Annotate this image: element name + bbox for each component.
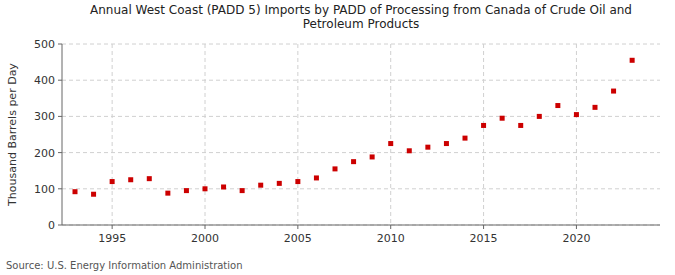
- point: [314, 175, 319, 180]
- y-tick-label: 300: [34, 110, 55, 123]
- point: [518, 123, 523, 128]
- point: [444, 141, 449, 146]
- x-tick: [576, 225, 577, 229]
- y-grid-line: [62, 188, 660, 189]
- point: [407, 148, 412, 153]
- x-grid-line: [483, 44, 484, 225]
- x-tick: [297, 225, 298, 229]
- point: [370, 154, 375, 159]
- point: [574, 112, 579, 117]
- point: [277, 181, 282, 186]
- y-tick: [58, 188, 62, 189]
- x-tick-label: 1995: [98, 232, 126, 245]
- title-line: Petroleum Products: [303, 17, 420, 31]
- point: [110, 179, 115, 184]
- point: [351, 159, 356, 164]
- y-grid-line: [62, 152, 660, 153]
- y-grid-line: [62, 116, 660, 117]
- y-tick: [58, 116, 62, 117]
- y-tick-label: 400: [34, 74, 55, 87]
- source-note: Source: U.S. Energy Information Administ…: [6, 260, 243, 271]
- point: [611, 89, 616, 94]
- point: [258, 183, 263, 188]
- x-tick-label: 2005: [284, 232, 312, 245]
- y-axis-line: [62, 44, 63, 225]
- point: [537, 114, 542, 119]
- title-line: Annual West Coast (PADD 5) Imports by PA…: [90, 3, 632, 17]
- point: [128, 177, 133, 182]
- x-tick: [205, 225, 206, 229]
- x-tick: [112, 225, 113, 229]
- x-grid-line: [205, 44, 206, 225]
- x-grid-line: [576, 44, 577, 225]
- point: [221, 184, 226, 189]
- chart: Annual West Coast (PADD 5) Imports by PA…: [0, 0, 675, 275]
- x-tick-label: 2000: [191, 232, 219, 245]
- point: [463, 136, 468, 141]
- x-grid-line: [297, 44, 298, 225]
- point: [165, 191, 170, 196]
- y-tick-label: 100: [34, 183, 55, 196]
- x-tick: [390, 225, 391, 229]
- point: [295, 179, 300, 184]
- y-tick-label: 200: [34, 147, 55, 160]
- point: [147, 176, 152, 181]
- y-grid-line: [62, 225, 660, 226]
- point: [184, 188, 189, 193]
- y-tick: [58, 44, 62, 45]
- x-grid-line: [112, 44, 113, 225]
- chart-container: Annual West Coast (PADD 5) Imports by PA…: [0, 0, 675, 275]
- point: [425, 145, 430, 150]
- point: [203, 186, 208, 191]
- grid: [62, 44, 660, 225]
- point: [481, 123, 486, 128]
- x-tick-label: 2020: [562, 232, 590, 245]
- point: [73, 189, 78, 194]
- point: [593, 105, 598, 110]
- title: Annual West Coast (PADD 5) Imports by PA…: [90, 3, 632, 31]
- point: [333, 166, 338, 171]
- x-axis-line: [62, 225, 660, 226]
- y-tick: [58, 152, 62, 153]
- y-axis-label: Thousand Barrels per Day: [6, 63, 19, 207]
- points: [73, 58, 635, 197]
- y-grid-line: [62, 44, 660, 45]
- x-tick: [483, 225, 484, 229]
- x-tick-label: 2015: [470, 232, 498, 245]
- y-tick-label: 500: [34, 38, 55, 51]
- point: [91, 192, 96, 197]
- y-tick-label: 0: [48, 219, 55, 232]
- point: [388, 141, 393, 146]
- point: [500, 116, 505, 121]
- point: [240, 188, 245, 193]
- y-tick: [58, 80, 62, 81]
- y-tick: [58, 225, 62, 226]
- point: [630, 58, 635, 63]
- x-tick-label: 2010: [377, 232, 405, 245]
- point: [555, 103, 560, 108]
- x-grid-line: [390, 44, 391, 225]
- y-grid-line: [62, 80, 660, 81]
